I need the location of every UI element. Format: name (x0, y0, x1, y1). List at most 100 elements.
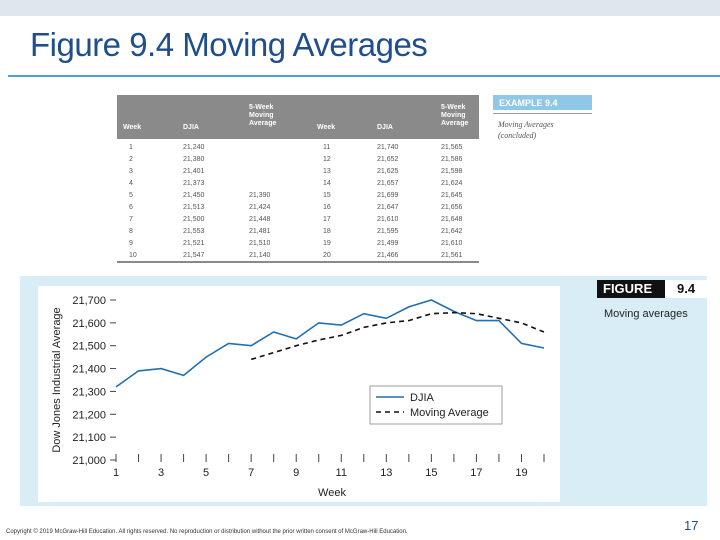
table-cell: 18 (323, 228, 331, 235)
title-rule (8, 75, 720, 77)
table-cell: 21,598 (441, 168, 463, 175)
chart-area: 21,700 21,600 21,500 21,400 21,300 21,200 21,1… (38, 286, 560, 502)
x-tick-label: 19 (515, 467, 527, 479)
table-cell: 9 (129, 240, 133, 247)
table-cell: 19 (323, 240, 331, 247)
y-tick-label: 21,200 (72, 409, 106, 421)
x-tick-label: 11 (336, 467, 347, 479)
example-subtitle-2: (concluded) (498, 131, 537, 140)
legend-label-moving-average: Moving Average (410, 407, 489, 419)
top-band (0, 0, 720, 16)
y-tick-label: 21,500 (72, 341, 106, 353)
table-cell: 21,648 (441, 216, 463, 223)
table-cell: 14 (323, 180, 331, 187)
x-tick-label: 5 (203, 467, 209, 479)
table-cell: 1 (129, 144, 133, 151)
moving-average-line (250, 311, 545, 361)
table-bottom-rule (117, 261, 479, 263)
figure-number: 9.4 (665, 280, 707, 298)
table-cell: 21,240 (183, 144, 205, 151)
table-cell: 12 (323, 156, 331, 163)
table-cell: 3 (129, 168, 133, 175)
table-cell: 21,510 (249, 240, 271, 247)
header-week-2: Week (317, 124, 336, 131)
table-cell: 21,401 (183, 168, 205, 175)
table-cell: 6 (129, 204, 133, 211)
table-cell: 21,610 (441, 240, 463, 247)
header-ma-2: 5-Week Moving Average (441, 104, 469, 127)
table-cell: 7 (129, 216, 133, 223)
line-chart: 21,700 21,600 21,500 21,400 21,300 21,200 21,1… (51, 295, 545, 499)
table-cell: 10 (129, 252, 137, 259)
y-tick-label: 21,400 (72, 364, 106, 376)
table-cell: 21,450 (183, 192, 205, 199)
x-tick-label: 17 (470, 467, 482, 479)
table-cell: 21,466 (377, 252, 399, 259)
example-subtitle: Moving Averages (498, 120, 554, 129)
table-cell: 21,424 (249, 204, 271, 211)
table-cell: 21,656 (441, 204, 463, 211)
x-tick-label: 9 (293, 467, 299, 479)
y-tick-label: 21,700 (72, 295, 106, 307)
table-cell: 21,513 (183, 204, 205, 211)
table-cell: 21,652 (377, 156, 399, 163)
table-cell: 21,553 (183, 228, 205, 235)
table-cell: 21,380 (183, 156, 205, 163)
y-tick-label: 21,300 (72, 386, 106, 398)
table-cell: 21,625 (377, 168, 399, 175)
table-cell: 21,390 (249, 192, 271, 199)
series-lines (115, 299, 545, 388)
djia-line (115, 299, 545, 388)
y-tick-label: 21,000 (72, 455, 106, 467)
x-tick-label: 1 (113, 467, 119, 479)
x-axis-title: Week (318, 487, 346, 499)
table-cell: 5 (129, 192, 133, 199)
table-cell: 21,642 (441, 228, 463, 235)
table-cell: 4 (129, 180, 133, 187)
table-cell: 21,500 (183, 216, 205, 223)
table-cell: 21,499 (377, 240, 399, 247)
table-cell: 21,740 (377, 144, 399, 151)
x-tick-label: 7 (248, 467, 254, 479)
table-cell: 21,373 (183, 180, 205, 187)
table-cell: 21,140 (249, 252, 271, 259)
table-cell: 21,561 (441, 252, 463, 259)
x-tick-label: 3 (158, 467, 164, 479)
table-cell: 20 (323, 252, 331, 259)
legend-box (369, 385, 503, 425)
table-cell: 21,699 (377, 192, 399, 199)
header-djia-2: DJIA (377, 124, 393, 131)
y-tick-label: 21,100 (72, 432, 106, 444)
example-badge: EXAMPLE 9.4 (493, 95, 592, 110)
table-cell: 21,610 (377, 216, 399, 223)
y-axis-title: Dow Jones Industrial Average (51, 307, 63, 452)
table-cell: 2 (129, 156, 133, 163)
header-djia-1: DJIA (183, 124, 199, 131)
figure-caption: Moving averages (604, 308, 688, 320)
table-cell: 21,595 (377, 228, 399, 235)
table-cell: 21,547 (183, 252, 205, 259)
table-cell: 13 (323, 168, 331, 175)
header-ma-1: 5-Week Moving Average (249, 104, 277, 127)
table-cell: 21,448 (249, 216, 271, 223)
table-cell: 21,481 (249, 228, 271, 235)
x-tick-label: 15 (425, 467, 437, 479)
figure-label: FIGURE (597, 280, 665, 298)
table-cell: 17 (323, 216, 331, 223)
table-cell: 21,645 (441, 192, 463, 199)
table-cell: 21,624 (441, 180, 463, 187)
x-tick-label: 13 (380, 467, 392, 479)
y-axis: 21,700 21,600 21,500 21,400 21,300 21,200 21,1… (51, 295, 116, 467)
legend: DJIA Moving Average (369, 385, 503, 425)
y-tick-label: 21,600 (72, 318, 106, 330)
copyright-notice: Copyright © 2019 McGraw-Hill Education. … (6, 529, 408, 535)
slide-title: Figure 9.4 Moving Averages (30, 26, 428, 63)
table-cell: 21,586 (441, 156, 463, 163)
data-table: Week DJIA 5-Week Moving Average Week DJI… (117, 95, 479, 263)
table-cell: 15 (323, 192, 331, 199)
table-cell: 21,565 (441, 144, 463, 151)
table-cell: 11 (323, 144, 331, 151)
table-cell: 21,521 (183, 240, 205, 247)
table-cell: 21,657 (377, 180, 399, 187)
